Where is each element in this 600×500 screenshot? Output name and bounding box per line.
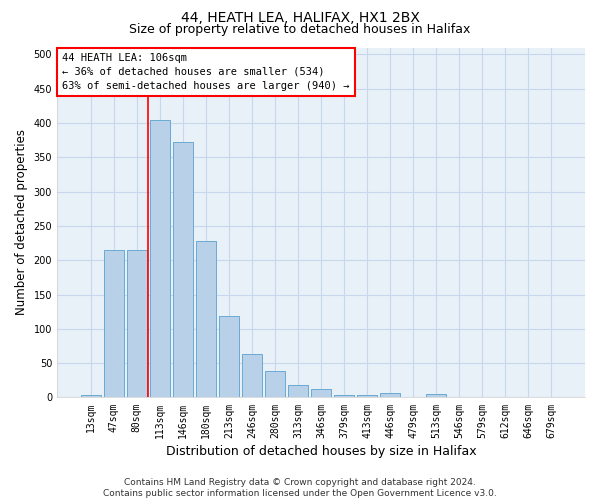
Bar — [104, 250, 124, 398]
Bar — [380, 394, 400, 398]
Text: Contains HM Land Registry data © Crown copyright and database right 2024.
Contai: Contains HM Land Registry data © Crown c… — [103, 478, 497, 498]
Bar — [242, 354, 262, 398]
Bar — [334, 394, 354, 398]
Bar — [81, 396, 101, 398]
Bar — [288, 385, 308, 398]
Bar — [265, 372, 285, 398]
X-axis label: Distribution of detached houses by size in Halifax: Distribution of detached houses by size … — [166, 444, 476, 458]
Text: Size of property relative to detached houses in Halifax: Size of property relative to detached ho… — [130, 24, 470, 36]
Bar — [427, 394, 446, 398]
Bar — [357, 394, 377, 398]
Bar — [449, 397, 469, 398]
Y-axis label: Number of detached properties: Number of detached properties — [15, 130, 28, 316]
Bar — [127, 250, 146, 398]
Text: 44, HEATH LEA, HALIFAX, HX1 2BX: 44, HEATH LEA, HALIFAX, HX1 2BX — [181, 12, 419, 26]
Bar — [311, 388, 331, 398]
Bar — [403, 397, 423, 398]
Text: 44 HEATH LEA: 106sqm
← 36% of detached houses are smaller (534)
63% of semi-deta: 44 HEATH LEA: 106sqm ← 36% of detached h… — [62, 52, 350, 90]
Bar — [219, 316, 239, 398]
Bar — [541, 397, 561, 398]
Bar — [173, 142, 193, 398]
Bar — [150, 120, 170, 398]
Bar — [196, 241, 216, 398]
